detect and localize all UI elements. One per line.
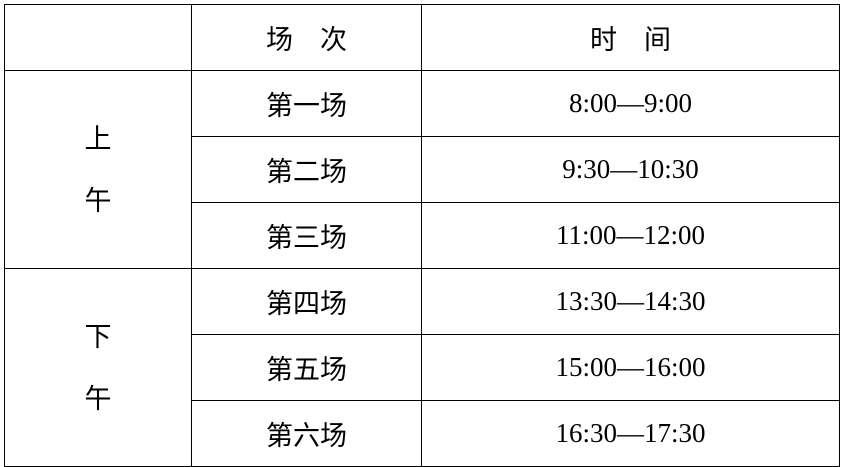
session-cell: 第三场 — [191, 202, 422, 269]
table-row: 第六场 16:30—17:30 — [5, 400, 840, 467]
session-cell: 第五场 — [191, 334, 422, 401]
header-blank — [4, 4, 192, 71]
session-cell: 第六场 — [191, 400, 422, 467]
time-cell: 15:00—16:00 — [421, 334, 840, 401]
header-session: 场 次 — [191, 4, 422, 71]
time-cell: 9:30—10:30 — [421, 136, 840, 203]
time-cell: 11:00—12:00 — [421, 202, 840, 269]
table-row: 下 午 第四场 13:30—14:30 — [4, 268, 840, 467]
time-cell: 13:30—14:30 — [421, 268, 840, 335]
period-morning: 上 午 — [4, 70, 192, 269]
period-afternoon: 下 午 — [4, 268, 192, 467]
table-row: 上 午 第一场 8:00—9:00 — [4, 70, 840, 269]
header-row: 场 次 时 间 — [4, 4, 840, 71]
period-label: 午 — [84, 383, 112, 414]
session-cell: 第二场 — [191, 136, 422, 203]
period-label: 上 — [84, 123, 112, 154]
table-row: 第二场 9:30—10:30 — [5, 136, 840, 203]
schedule-table: 场 次 时 间 上 午 第一场 8:00—9:00 第二场 9:30—10:30… — [4, 4, 840, 467]
time-cell: 16:30—17:30 — [421, 400, 840, 467]
table-row: 第五场 15:00—16:00 — [5, 334, 840, 401]
session-cell: 第四场 — [191, 268, 422, 335]
session-cell: 第一场 — [191, 70, 422, 137]
time-cell: 8:00—9:00 — [421, 70, 840, 137]
period-label: 午 — [84, 185, 112, 216]
period-label: 下 — [84, 321, 112, 352]
header-time: 时 间 — [421, 4, 840, 71]
